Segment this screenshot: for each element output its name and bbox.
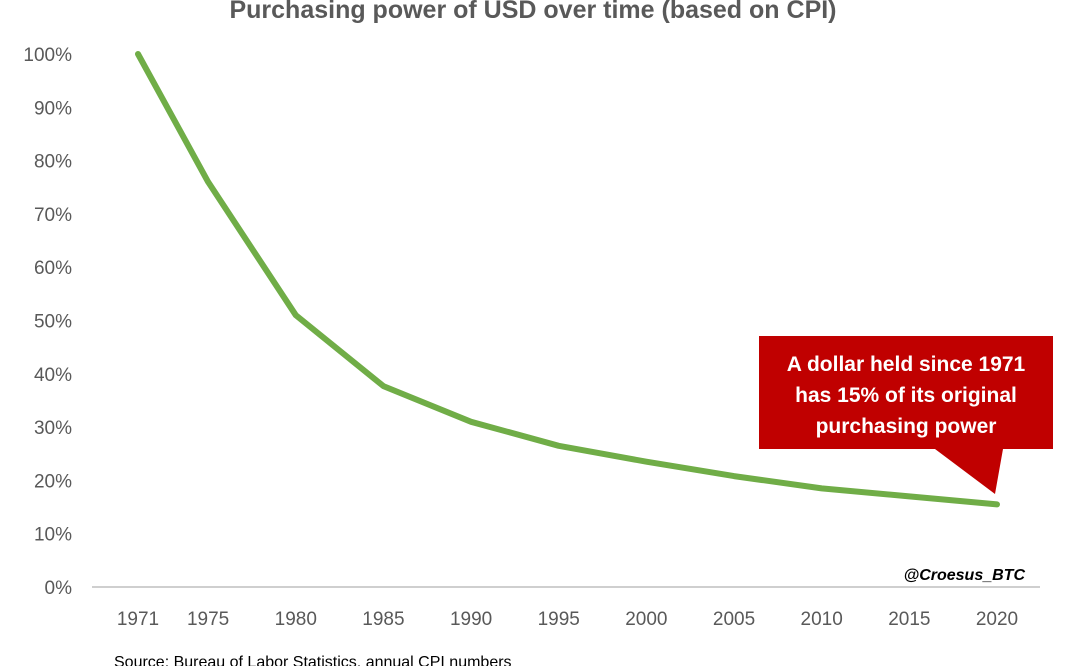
y-tick-label: 100% [23, 45, 72, 66]
series-point [906, 493, 912, 499]
callout-line-3: purchasing power [816, 415, 997, 438]
x-tick-label: 1975 [187, 609, 229, 630]
x-tick-label: 1990 [450, 609, 492, 630]
credit-handle: @Croesus_BTC [904, 567, 1026, 584]
y-tick-label: 40% [34, 365, 72, 386]
x-tick-label: 2010 [801, 609, 843, 630]
x-tick-label: 2005 [713, 609, 755, 630]
callout-box [759, 336, 1053, 494]
series-point [819, 485, 825, 491]
y-tick-label: 80% [34, 152, 72, 173]
series-point [731, 473, 737, 479]
y-tick-label: 60% [34, 258, 72, 279]
series-point [556, 443, 562, 449]
x-axis-tick-labels: 1971 1975 1980 1985 1990 1995 2000 2005 2010 2015… [117, 609, 1018, 630]
callout-line-1: A dollar held since 1971 [787, 353, 1026, 376]
annotation-callout: A dollar held since 1971 has 15% of its … [759, 336, 1053, 494]
y-tick-label: 90% [34, 98, 72, 119]
series-point [994, 501, 1000, 507]
series-point [643, 459, 649, 465]
y-tick-label: 50% [34, 312, 72, 333]
x-tick-label: 2020 [976, 609, 1018, 630]
x-tick-label: 2000 [625, 609, 667, 630]
series-point [380, 383, 386, 389]
x-tick-label: 2015 [888, 609, 930, 630]
x-tick-label: 1980 [275, 609, 317, 630]
x-tick-label: 1995 [538, 609, 580, 630]
series-point [468, 419, 474, 425]
series-point [135, 51, 141, 57]
y-tick-label: 20% [34, 471, 72, 492]
callout-line-2: has 15% of its original [795, 384, 1017, 407]
y-tick-label: 30% [34, 418, 72, 439]
source-note: Source: Bureau of Labor Statistics, annu… [114, 654, 512, 666]
series-point [205, 179, 211, 185]
y-tick-label: 10% [34, 525, 72, 546]
x-tick-label: 1985 [362, 609, 404, 630]
series-point [293, 312, 299, 318]
y-axis-tick-labels: 0% 10% 20% 30% 40% 50% 60% 70% 80% 90% 100% [23, 45, 72, 599]
series-line [135, 51, 1000, 508]
y-tick-label: 0% [45, 578, 73, 599]
y-tick-label: 70% [34, 205, 72, 226]
x-tick-label: 1971 [117, 609, 159, 630]
chart-title: Purchasing power of USD over time (based… [229, 0, 836, 24]
